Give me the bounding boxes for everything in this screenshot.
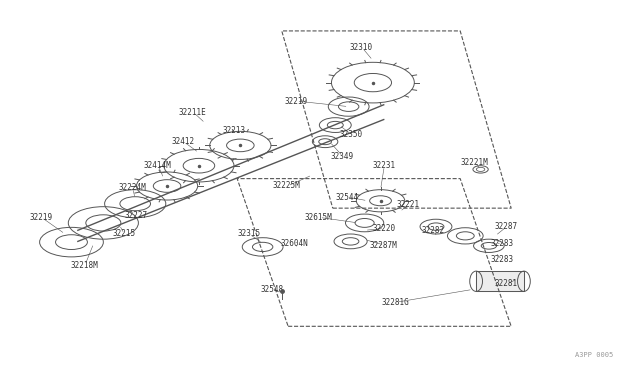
Text: 32225M: 32225M bbox=[273, 182, 301, 190]
Text: 32310: 32310 bbox=[350, 43, 373, 52]
Text: 32211E: 32211E bbox=[179, 108, 207, 117]
Text: 32412: 32412 bbox=[172, 137, 195, 146]
Text: A3PP 0005: A3PP 0005 bbox=[575, 352, 613, 358]
Text: 32224M: 32224M bbox=[118, 183, 146, 192]
Text: 32231: 32231 bbox=[372, 161, 396, 170]
Text: 32281G: 32281G bbox=[381, 298, 409, 307]
Text: 32287M: 32287M bbox=[370, 241, 397, 250]
Text: 32414M: 32414M bbox=[143, 161, 172, 170]
Text: 32219: 32219 bbox=[284, 97, 307, 106]
Text: 32220: 32220 bbox=[372, 224, 396, 233]
Text: 32218M: 32218M bbox=[70, 261, 98, 270]
Text: 32283: 32283 bbox=[490, 239, 513, 248]
Text: 32615M: 32615M bbox=[305, 213, 333, 222]
Text: 32283: 32283 bbox=[490, 255, 513, 264]
Text: 32287: 32287 bbox=[495, 222, 518, 231]
Text: 32215: 32215 bbox=[112, 230, 135, 238]
Text: 32282: 32282 bbox=[422, 226, 445, 235]
Polygon shape bbox=[476, 271, 524, 291]
Text: 32544: 32544 bbox=[335, 193, 358, 202]
Text: 32604N: 32604N bbox=[280, 239, 308, 248]
Text: 32350: 32350 bbox=[339, 130, 362, 139]
Text: 32315: 32315 bbox=[237, 230, 260, 238]
Text: 32349: 32349 bbox=[331, 152, 354, 161]
Text: 32219: 32219 bbox=[29, 213, 52, 222]
Text: 32213: 32213 bbox=[223, 126, 246, 135]
Text: 32221M: 32221M bbox=[460, 157, 488, 167]
Text: 32281: 32281 bbox=[495, 279, 518, 288]
Text: 32221: 32221 bbox=[396, 200, 419, 209]
Text: 32227: 32227 bbox=[125, 211, 148, 220]
Text: 32548: 32548 bbox=[260, 285, 284, 294]
